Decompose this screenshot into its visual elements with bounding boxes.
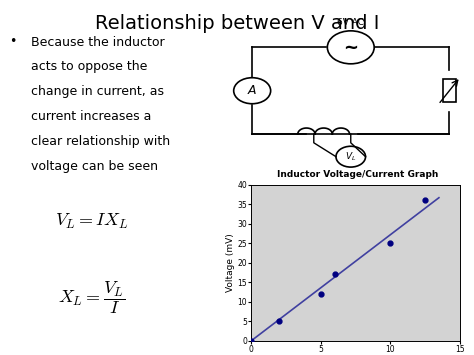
Text: current increases a: current increases a xyxy=(31,110,151,123)
Text: $X_L = \dfrac{V_L}{I}$: $X_L = \dfrac{V_L}{I}$ xyxy=(58,280,126,316)
Text: $V_L = IX_L$: $V_L = IX_L$ xyxy=(55,212,129,231)
Y-axis label: Voltage (mV): Voltage (mV) xyxy=(226,233,235,292)
Text: 6V AC: 6V AC xyxy=(337,18,364,27)
Text: $V_L$: $V_L$ xyxy=(345,151,356,163)
Text: change in current, as: change in current, as xyxy=(31,85,164,98)
Text: •: • xyxy=(9,36,17,49)
Text: ~: ~ xyxy=(343,38,358,56)
Text: Because the inductor: Because the inductor xyxy=(31,36,164,49)
Bar xyxy=(443,80,456,102)
Text: voltage can be seen: voltage can be seen xyxy=(31,160,158,173)
Text: Inductor Voltage/Current Graph: Inductor Voltage/Current Graph xyxy=(277,170,438,179)
Text: acts to oppose the: acts to oppose the xyxy=(31,60,147,73)
Text: A: A xyxy=(248,84,256,97)
Text: Relationship between V and I: Relationship between V and I xyxy=(95,14,379,33)
Text: clear relationship with: clear relationship with xyxy=(31,135,170,148)
